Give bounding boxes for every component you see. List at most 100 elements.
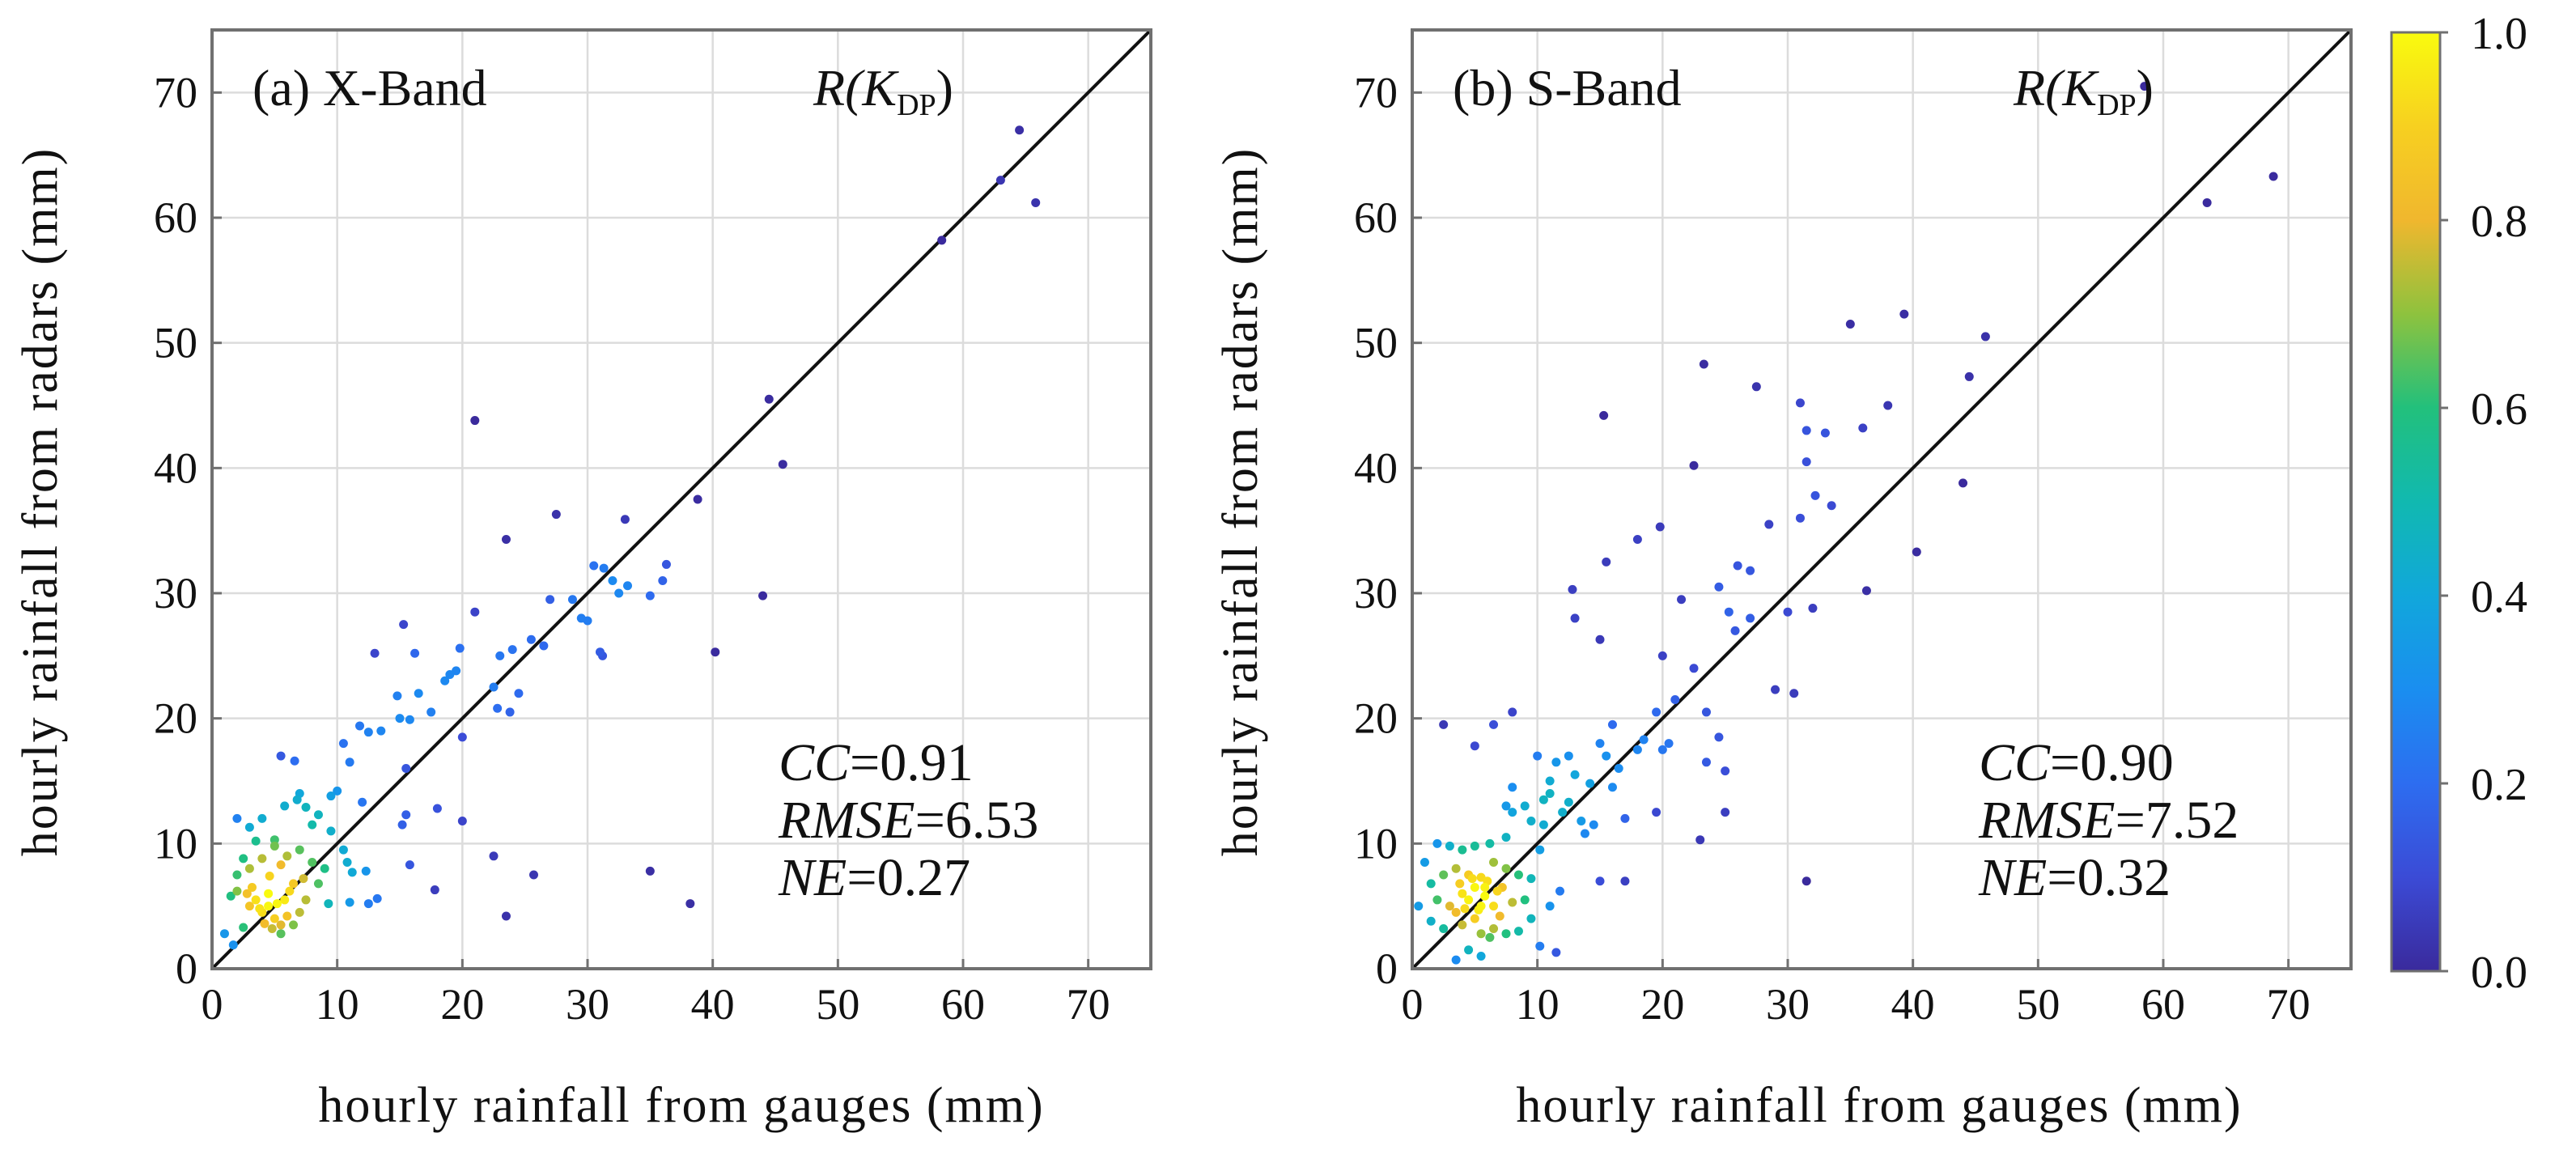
panel-a-data-point bbox=[324, 899, 333, 909]
panel-b-data-point bbox=[1455, 879, 1465, 889]
panel-a-data-point bbox=[1015, 125, 1025, 135]
panel-a-data-point bbox=[372, 893, 382, 903]
panel-a-data-point bbox=[290, 756, 299, 766]
panel-b-data-point bbox=[1526, 816, 1536, 825]
panel-a-data-point bbox=[778, 460, 787, 469]
panel-a-data-point bbox=[264, 902, 274, 911]
panel-a-x-tick-labels: 0 10 20 30 40 50 60 70 bbox=[202, 959, 1110, 1029]
panel-b-data-point bbox=[1545, 776, 1555, 786]
colorbar-tick-label: 0.2 bbox=[2471, 760, 2527, 810]
panel-a-data-point bbox=[269, 841, 279, 851]
panel-a-data-point bbox=[285, 886, 295, 896]
panel-a-estimator-var: K bbox=[861, 59, 899, 117]
panel-b-x-tick-label: 70 bbox=[2267, 980, 2311, 1029]
panel-b-data-point bbox=[1467, 874, 1477, 884]
panel-a-data-point bbox=[599, 563, 609, 573]
panel-a-data-point bbox=[645, 866, 655, 876]
panel-a-data-point bbox=[528, 870, 538, 880]
panel-b-data-point bbox=[1577, 816, 1586, 825]
panel-b-data-point bbox=[1795, 398, 1805, 408]
panel-a-data-point bbox=[260, 919, 269, 928]
panel-b-data-point bbox=[1458, 889, 1467, 898]
panel-b-data-point bbox=[1535, 845, 1545, 855]
panel-a-stat-cc: CC=0.91 bbox=[779, 733, 974, 792]
panel-a-data-point bbox=[255, 904, 265, 914]
panel-b-data-point bbox=[1733, 561, 1742, 571]
panel-b-data-point bbox=[1508, 898, 1517, 907]
panel-a-data-point bbox=[247, 882, 257, 892]
panel-b-data-point bbox=[1771, 685, 1780, 694]
panel-a-data-point bbox=[405, 715, 414, 724]
panel-b-data-point bbox=[1795, 513, 1805, 523]
panel-b-data-point bbox=[1489, 719, 1499, 729]
panel-a-data-point bbox=[232, 870, 242, 880]
panel-a-y-tick-label: 30 bbox=[154, 569, 197, 617]
panel-a-data-point bbox=[445, 670, 455, 680]
panel-b-data-point bbox=[1721, 766, 1730, 776]
panel-a-data-point bbox=[685, 899, 695, 909]
panel-b-data-point bbox=[1802, 457, 1811, 467]
panel-a-x-tick-label: 10 bbox=[316, 980, 359, 1029]
panel-b-data-point bbox=[1489, 924, 1499, 934]
panel-a-data-point bbox=[432, 804, 442, 813]
panel-b-data-point bbox=[1746, 566, 1755, 575]
panel-a-data-point bbox=[251, 836, 261, 846]
panel-a-data-point bbox=[232, 813, 242, 823]
panel-b-data-point bbox=[1564, 797, 1573, 807]
panel-a-data-point bbox=[501, 911, 511, 921]
panel-b-data-point bbox=[1470, 741, 1479, 751]
panel-b-data-point bbox=[1426, 916, 1436, 926]
panel-b-data-point bbox=[1480, 891, 1490, 901]
panel-a-data-point bbox=[264, 889, 274, 898]
panel-b-data-point bbox=[1820, 428, 1830, 438]
panel-b-data-point bbox=[1501, 864, 1511, 873]
panel-b-data-point bbox=[1445, 841, 1454, 851]
panel-a-y-tick-label: 60 bbox=[154, 193, 197, 242]
panel-a-estimator-subscript: DP bbox=[897, 88, 936, 122]
panel-b-data-point bbox=[1751, 382, 1761, 392]
panel-b-y-axis-label: hourly rainfall from radars (mm) bbox=[1213, 147, 1268, 857]
panel-a-data-point bbox=[361, 866, 371, 876]
panel-b-data-point bbox=[1439, 719, 1449, 729]
panel-a-data-point bbox=[539, 641, 549, 651]
panel-a-data-point bbox=[301, 802, 311, 812]
panel-b-data-point bbox=[1701, 757, 1711, 767]
panel-a-data-point bbox=[395, 714, 405, 724]
panel-b-data-point bbox=[1783, 607, 1793, 617]
panel-b-x-tick-labels: 0 10 20 30 40 50 60 70 bbox=[1402, 959, 2311, 1029]
panel-a-data-point bbox=[399, 620, 409, 630]
panel-b-data-point bbox=[1912, 547, 1921, 557]
panel-a-data-point bbox=[495, 651, 505, 660]
panel-a-estimator-prefix: R( bbox=[813, 59, 865, 117]
panel-a-data-point bbox=[257, 813, 267, 823]
panel-a-data-point bbox=[295, 907, 304, 917]
colorbar-gradient bbox=[2390, 31, 2442, 973]
panel-b-data-point bbox=[1714, 732, 1724, 742]
panel-b-y-tick-label: 20 bbox=[1354, 694, 1398, 743]
panel-a-data-point bbox=[457, 816, 467, 825]
panel-b-data-point bbox=[1538, 820, 1548, 830]
panel-b-data-point bbox=[1589, 820, 1598, 830]
panel-b-data-point bbox=[1614, 764, 1623, 774]
panel-a-x-tick-label: 70 bbox=[1067, 980, 1110, 1029]
panel-b-y-tick-label: 50 bbox=[1354, 319, 1398, 367]
panel-a-data-point bbox=[289, 920, 299, 930]
panel-a-data-point bbox=[493, 703, 503, 713]
panel-b-y-tick-label: 40 bbox=[1354, 443, 1398, 492]
panel-a-data-point bbox=[608, 576, 617, 586]
panel-a-x-band: 0 10 20 30 40 50 60 70 0 10 20 30 40 50 60 70 (a) X-Ba… bbox=[13, 28, 1152, 1133]
panel-b-data-point bbox=[1464, 945, 1474, 955]
panel-a-data-point bbox=[301, 895, 311, 905]
panel-a-data-point bbox=[289, 879, 299, 889]
panel-b-data-point bbox=[1535, 941, 1545, 951]
panel-b-data-point bbox=[1652, 707, 1661, 717]
panel-b-data-point bbox=[1508, 808, 1517, 817]
panel-b-data-point bbox=[1802, 426, 1811, 435]
panel-b-data-point bbox=[1689, 664, 1699, 673]
panel-b-estimator-var: K bbox=[2061, 59, 2099, 117]
panel-b-y-tick-label: 30 bbox=[1354, 569, 1398, 617]
panel-b-data-point bbox=[1620, 876, 1630, 886]
panel-b-data-point bbox=[1432, 838, 1442, 848]
panel-b-x-tick-label: 0 bbox=[1402, 980, 1424, 1029]
panel-a-data-point bbox=[551, 510, 561, 520]
